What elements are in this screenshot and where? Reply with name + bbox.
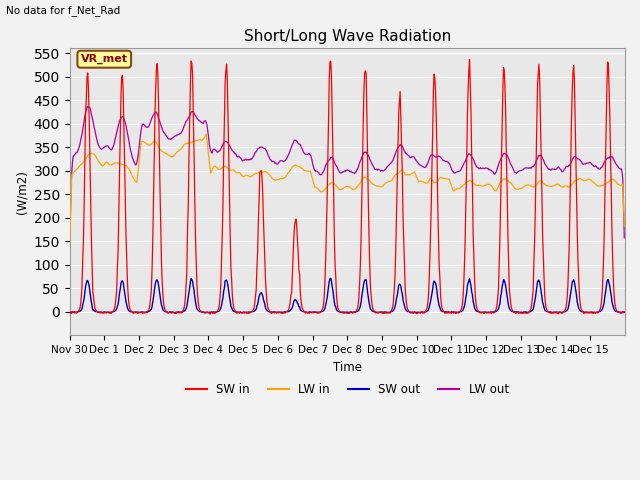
Legend: SW in, LW in, SW out, LW out: SW in, LW in, SW out, LW out: [181, 379, 514, 401]
Title: Short/Long Wave Radiation: Short/Long Wave Radiation: [244, 29, 451, 44]
X-axis label: Time: Time: [333, 360, 362, 373]
Text: No data for f_Net_Rad: No data for f_Net_Rad: [6, 5, 121, 16]
Y-axis label: (W/m2): (W/m2): [15, 170, 28, 214]
Text: VR_met: VR_met: [81, 54, 128, 64]
